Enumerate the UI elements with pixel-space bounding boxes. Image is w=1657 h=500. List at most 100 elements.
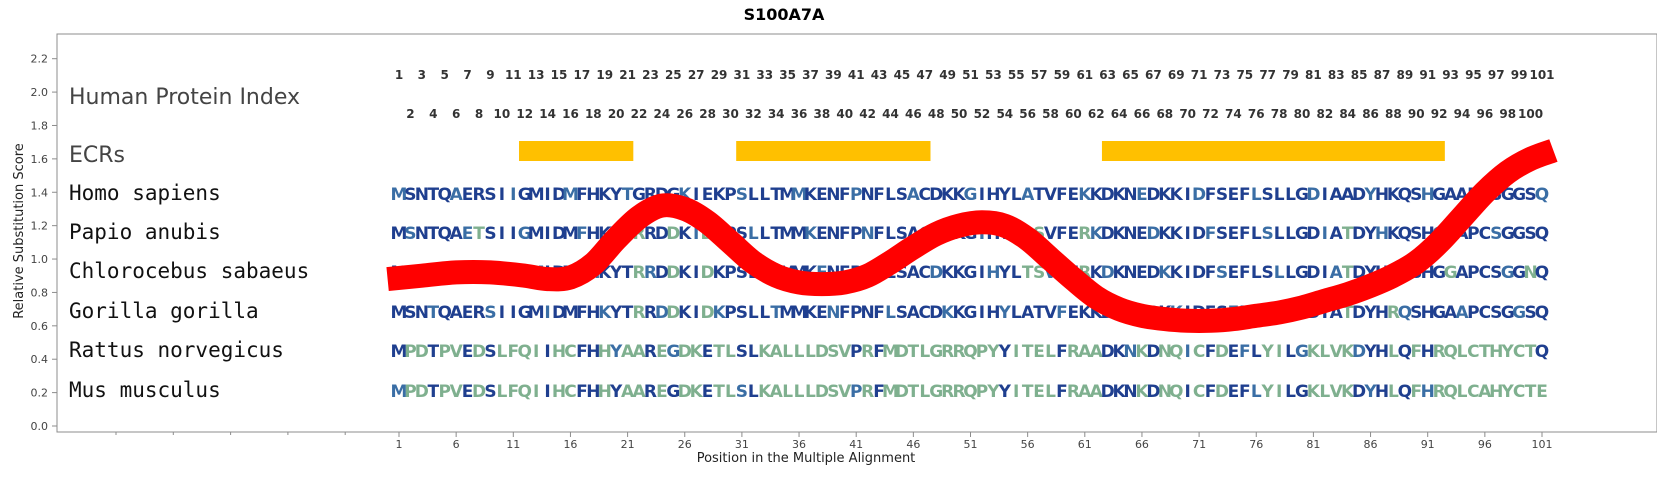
residue: D [666,263,680,283]
residue: P [724,263,736,283]
protein-index-number: 51 [962,68,979,82]
residue: K [941,303,955,323]
residue: P [850,224,862,244]
residue: L [1388,342,1399,362]
protein-index-number: 60 [1065,107,1082,121]
residue: D [1352,382,1366,402]
residue: Q [1535,303,1549,323]
residue: I [544,185,550,205]
residue: F [576,224,588,244]
residue: G [518,185,532,205]
residue: M [528,185,545,205]
residue: L [725,342,736,362]
residue: L [759,185,770,205]
residue: M [391,342,408,362]
residue: L [1285,382,1296,402]
residue: E [1136,224,1148,244]
protein-index-number: 64 [1111,107,1128,121]
residue: D [815,342,829,362]
residue: L [805,342,816,362]
residue: L [1274,263,1285,283]
residue: F [873,224,885,244]
residue: T [770,303,782,323]
residue: A [1021,303,1035,323]
residue: L [782,382,793,402]
residue: K [598,185,612,205]
protein-index-number: 29 [711,68,728,82]
species-label: Gorilla gorilla [69,299,259,323]
residue: T [1033,185,1045,205]
residue: I [510,303,516,323]
residue: D [552,224,566,244]
protein-index-number: 88 [1385,107,1402,121]
residue: P [976,342,988,362]
residue: L [1285,342,1296,362]
protein-index-number: 13 [528,68,545,82]
residue: K [941,263,955,283]
protein-index-number: 92 [1431,107,1448,121]
residue: L [1251,185,1262,205]
residue: H [986,303,1000,323]
residue: S [1524,224,1536,244]
residue: M [882,342,899,362]
protein-index-number: 28 [699,107,716,121]
residue: I [1322,224,1328,244]
residue: P [850,342,862,362]
residue: D [1215,342,1229,362]
residue: S [484,303,496,323]
residue: Q [1398,382,1412,402]
residue: P [404,382,416,402]
x-tick-label: 101 [1532,438,1553,451]
protein-index-number: 61 [1076,68,1093,82]
residue: L [748,224,759,244]
residue: H [552,342,566,362]
protein-index-number: 12 [516,107,533,121]
residue: K [952,185,966,205]
residue: Q [437,303,451,323]
residue: H [1375,342,1389,362]
residue: G [1295,382,1309,402]
residue: A [632,342,646,362]
residue: L [1285,263,1296,283]
residue: F [873,342,885,362]
protein-index-number: 69 [1168,68,1185,82]
residue: C [1479,303,1491,323]
residue: T [622,263,634,283]
residue: Y [986,382,1000,402]
residue: E [1228,185,1240,205]
protein-index-number: 5 [441,68,449,82]
residue: K [1170,185,1184,205]
residue: T [1479,342,1491,362]
protein-index-number: 55 [1008,68,1025,82]
residue: F [576,185,588,205]
residue: N [1123,382,1137,402]
x-tick-label: 6 [453,438,460,451]
residue: D [666,224,680,244]
protein-index-number: 80 [1294,107,1311,121]
residue: F [1205,382,1217,402]
residue: T [770,224,782,244]
residue: D [701,263,715,283]
residue: M [562,303,579,323]
x-tick-label: 76 [1249,438,1263,451]
residue: K [678,263,692,283]
residue: K [1341,382,1355,402]
residue: F [873,382,885,402]
residue: D [415,382,429,402]
residue: N [826,185,840,205]
residue: K [598,303,612,323]
residue: F [839,224,851,244]
residue: M [391,382,408,402]
residue: R [644,382,657,402]
residue: A [907,303,921,323]
protein-index-number: 31 [734,68,751,82]
residue: D [1192,185,1206,205]
residue: S [1490,263,1502,283]
y-axis: 0.0 0.2 0.4 0.6 0.8 1.0 1.2 1.4 1.6 1.8 2.0 2.2 [31,53,57,433]
residue: K [952,263,966,283]
ecr-bar [1101,141,1445,161]
residue: S [1410,185,1422,205]
residue: S [1216,263,1228,283]
protein-index-number: 46 [905,107,922,121]
protein-index-number: 77 [1259,68,1276,82]
